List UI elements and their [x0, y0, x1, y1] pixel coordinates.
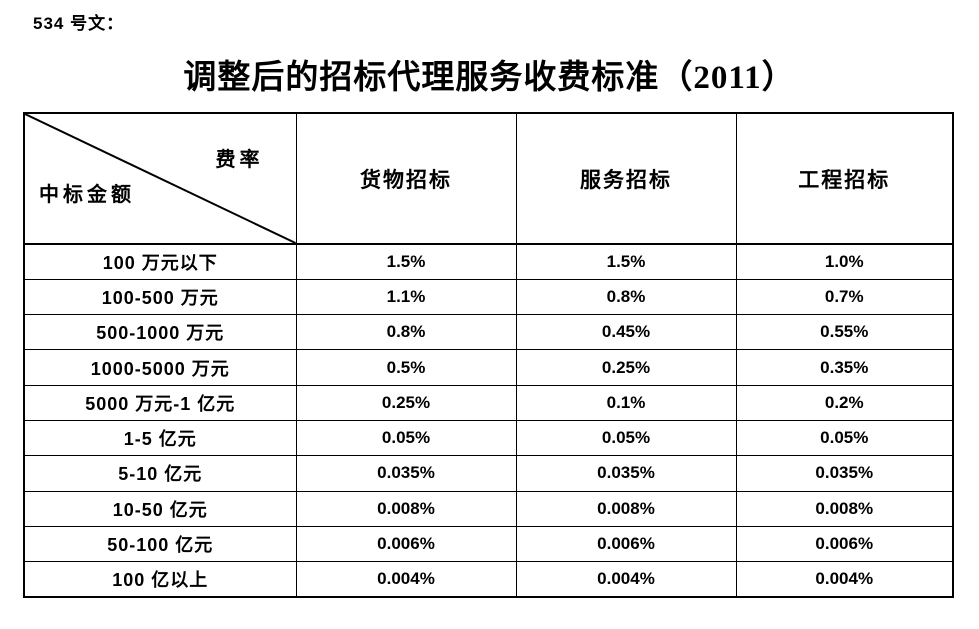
rate-value-cell: 0.008%	[515, 490, 737, 527]
rate-value-cell: 0.05%	[515, 419, 737, 457]
row-label-amount-tier: 100 亿以上	[23, 561, 297, 598]
row-label-amount-tier: 1-5 亿元	[23, 419, 297, 457]
table-row: 100-500 万元 1.1% 0.8% 0.7%	[23, 278, 954, 316]
table-row: 100 万元以下 1.5% 1.5% 1.0%	[23, 243, 954, 280]
table-row: 100 亿以上 0.004% 0.004% 0.004%	[23, 561, 954, 598]
rate-value-cell: 0.8%	[295, 314, 517, 351]
table-row: 10-50 亿元 0.008% 0.008% 0.008%	[23, 490, 954, 527]
row-label-amount-tier: 500-1000 万元	[23, 314, 297, 351]
table-row: 5-10 亿元 0.035% 0.035% 0.035%	[23, 455, 954, 492]
column-header-engineering: 工程招标	[735, 112, 954, 245]
corner-label-bid-amount: 中标金额	[39, 184, 135, 206]
rate-value-cell: 0.05%	[735, 419, 954, 457]
row-label-amount-tier: 100-500 万元	[23, 278, 297, 316]
rate-value-cell: 0.25%	[295, 384, 517, 421]
rate-value-cell: 0.5%	[295, 349, 517, 386]
row-label-amount-tier: 50-100 亿元	[23, 525, 297, 563]
rate-value-cell: 0.006%	[735, 525, 954, 563]
rate-value-cell: 0.008%	[735, 490, 954, 527]
rate-value-cell: 0.35%	[735, 349, 954, 386]
rate-value-cell: 0.8%	[515, 278, 737, 316]
page-title: 调整后的招标代理服务收费标准（2011）	[183, 60, 796, 96]
rate-value-cell: 0.45%	[515, 314, 737, 351]
rate-value-cell: 0.25%	[515, 349, 737, 386]
rate-value-cell: 0.2%	[735, 384, 954, 421]
row-label-amount-tier: 5-10 亿元	[23, 455, 297, 492]
rate-value-cell: 0.1%	[515, 384, 737, 421]
rate-value-cell: 1.0%	[735, 243, 954, 280]
doc-number-label: 534 号文：	[33, 14, 125, 33]
rate-value-cell: 0.004%	[295, 561, 517, 598]
column-header-goods: 货物招标	[295, 112, 517, 245]
fee-rate-table: 费率 中标金额 货物招标 服务招标 工程招标 100 万元以下 1.5% 1.5% 1…	[23, 112, 954, 598]
rate-value-cell: 0.035%	[295, 455, 517, 492]
rate-value-cell: 0.006%	[515, 525, 737, 563]
row-label-amount-tier: 10-50 亿元	[23, 490, 297, 527]
corner-header-cell: 费率 中标金额	[23, 112, 297, 245]
rate-value-cell: 0.008%	[295, 490, 517, 527]
row-label-amount-tier: 100 万元以下	[23, 243, 297, 280]
rate-value-cell: 0.035%	[515, 455, 737, 492]
rate-value-cell: 0.004%	[515, 561, 737, 598]
row-label-amount-tier: 1000-5000 万元	[23, 349, 297, 386]
table-row: 1-5 亿元 0.05% 0.05% 0.05%	[23, 419, 954, 457]
rate-value-cell: 0.05%	[295, 419, 517, 457]
rate-value-cell: 1.5%	[295, 243, 517, 280]
row-label-amount-tier: 5000 万元-1 亿元	[23, 384, 297, 421]
rate-value-cell: 0.7%	[735, 278, 954, 316]
corner-label-fee-rate: 费率	[215, 149, 264, 171]
diagonal-divider-line	[25, 114, 296, 243]
table-row: 1000-5000 万元 0.5% 0.25% 0.35%	[23, 349, 954, 386]
rate-value-cell: 1.5%	[515, 243, 737, 280]
rate-value-cell: 0.55%	[735, 314, 954, 351]
rate-value-cell: 1.1%	[295, 278, 517, 316]
rate-value-cell: 0.004%	[735, 561, 954, 598]
rate-value-cell: 0.035%	[735, 455, 954, 492]
table-row: 500-1000 万元 0.8% 0.45% 0.55%	[23, 314, 954, 351]
header-row: 费率 中标金额 货物招标 服务招标 工程招标	[23, 112, 954, 245]
table-row: 50-100 亿元 0.006% 0.006% 0.006%	[23, 525, 954, 563]
table-row: 5000 万元-1 亿元 0.25% 0.1% 0.2%	[23, 384, 954, 421]
rate-value-cell: 0.006%	[295, 525, 517, 563]
column-header-services: 服务招标	[515, 112, 737, 245]
